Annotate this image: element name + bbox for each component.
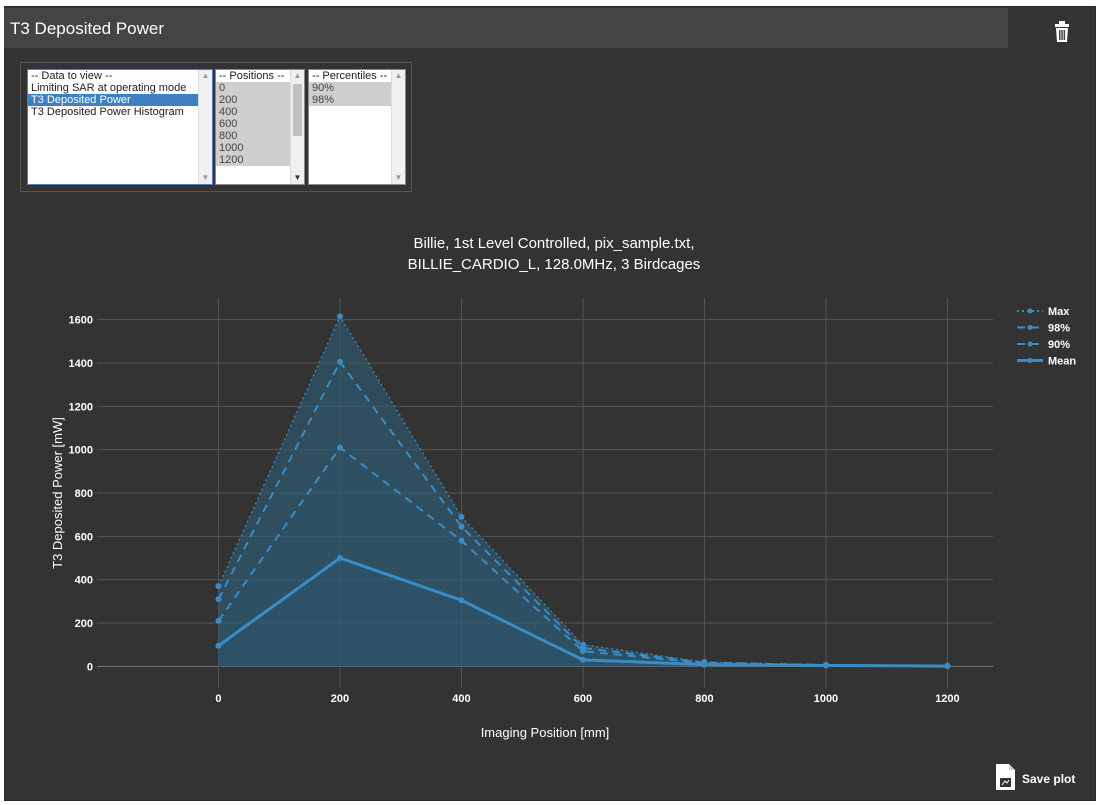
scroll-up-icon[interactable]: ▲ (293, 71, 302, 80)
x-tick-label: 1000 (814, 693, 838, 705)
y-tick-label: 1400 (69, 358, 93, 370)
y-tick-label: 800 (75, 488, 93, 500)
data-point (336, 313, 343, 320)
y-axis-label: T3 Deposited Power [mW] (50, 417, 65, 569)
data-point (215, 642, 222, 649)
position-option[interactable]: 600 (216, 118, 304, 130)
legend-label: Max (1048, 306, 1070, 318)
data-point (944, 663, 951, 670)
data-point (579, 656, 586, 663)
y-tick-label: 0 (87, 661, 93, 673)
position-option[interactable]: 200 (216, 94, 304, 106)
option-t3-deposited-power-histogram[interactable]: T3 Deposited Power Histogram (31, 106, 184, 118)
data-point (336, 444, 343, 451)
data-to-view-header: -- Data to view -- (31, 70, 113, 82)
percentile-option[interactable]: 98% (309, 94, 405, 106)
legend-label: 90% (1048, 339, 1070, 351)
legend-marker (1027, 341, 1033, 347)
x-tick-label: 400 (452, 693, 470, 705)
position-option[interactable]: 800 (216, 130, 304, 142)
percentiles-listbox[interactable]: -- Percentiles -- 90% 98% ▲ ▼ (308, 69, 406, 185)
x-axis-label: Imaging Position [mm] (481, 725, 610, 740)
data-point (458, 523, 465, 530)
scroll-down-icon[interactable]: ▼ (201, 173, 210, 182)
y-tick-label: 400 (75, 575, 93, 587)
option-limiting-sar[interactable]: Limiting SAR at operating mode (31, 82, 187, 94)
data-point (215, 596, 222, 603)
panel-title: T3 Deposited Power (10, 19, 165, 38)
legend-label: 98% (1048, 323, 1070, 335)
chart-title: BILLIE_CARDIO_L, 128.0MHz, 3 Birdcages (408, 256, 701, 273)
data-point (215, 583, 222, 590)
chart-title: Billie, 1st Level Controlled, pix_sample… (414, 235, 695, 252)
area-fill (218, 447, 948, 667)
area-fill (218, 361, 948, 667)
legend-marker (1027, 308, 1033, 314)
scroll-down-icon[interactable]: ▼ (394, 173, 403, 182)
position-option[interactable]: 1000 (216, 142, 304, 154)
legend-marker (1027, 358, 1033, 363)
percentiles-header: -- Percentiles -- (312, 70, 388, 82)
x-tick-label: 0 (215, 693, 221, 705)
y-tick-label: 1200 (69, 401, 93, 413)
data-to-view-scrollbar[interactable]: ▲ ▼ (198, 70, 212, 184)
panel-titlebar: T3 Deposited Power (4, 8, 1008, 48)
data-point (336, 358, 343, 365)
legend-label: Mean (1048, 356, 1076, 368)
legend-marker (1027, 325, 1033, 330)
data-point (822, 662, 829, 669)
y-tick-label: 1000 (69, 445, 93, 457)
area-fill (218, 558, 948, 667)
data-point (458, 513, 465, 520)
positions-scrollbar[interactable]: ▲ ▼ (290, 70, 304, 184)
data-point (458, 597, 465, 604)
save-file-icon (996, 764, 1015, 790)
data-point (458, 537, 465, 544)
trash-icon[interactable] (1052, 20, 1076, 48)
scroll-down-icon[interactable]: ▼ (293, 173, 302, 182)
positions-header: -- Positions -- (219, 70, 285, 82)
x-tick-label: 1200 (935, 693, 959, 705)
percentile-option[interactable]: 90% (309, 82, 405, 94)
data-point (579, 648, 586, 655)
position-option[interactable]: 400 (216, 106, 304, 118)
scroll-up-icon[interactable]: ▲ (201, 71, 210, 80)
data-point (215, 617, 222, 624)
y-tick-label: 1600 (69, 315, 93, 327)
save-plot-button[interactable]: Save plot (992, 763, 1076, 793)
y-tick-label: 600 (75, 531, 93, 543)
save-plot-label: Save plot (1022, 772, 1076, 786)
data-point (336, 555, 343, 561)
position-option[interactable]: 1200 (216, 154, 304, 166)
position-option[interactable]: 0 (216, 82, 304, 94)
x-tick-label: 200 (331, 693, 349, 705)
scroll-up-icon[interactable]: ▲ (394, 71, 403, 80)
positions-listbox[interactable]: -- Positions -- 0 200 400 600 800 1000 1… (215, 69, 305, 185)
y-tick-label: 200 (75, 618, 93, 630)
percentiles-scrollbar[interactable]: ▲ ▼ (391, 70, 405, 184)
x-tick-label: 600 (574, 693, 592, 705)
data-point (701, 661, 708, 668)
data-to-view-listbox[interactable]: -- Data to view -- Limiting SAR at opera… (27, 69, 213, 185)
option-t3-deposited-power[interactable]: T3 Deposited Power (28, 94, 212, 106)
scroll-thumb[interactable] (293, 84, 302, 136)
x-tick-label: 800 (695, 693, 713, 705)
data-selectors: -- Data to view -- Limiting SAR at opera… (20, 62, 412, 192)
